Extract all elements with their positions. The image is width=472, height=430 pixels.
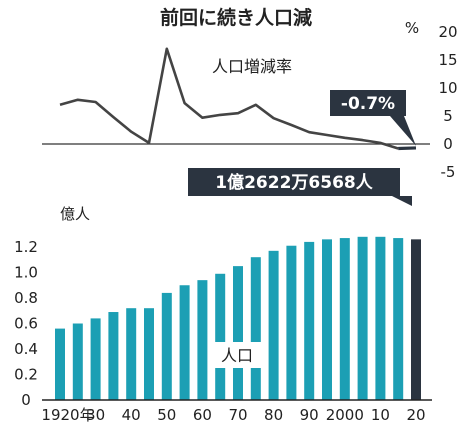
growth-rate-latest-segment bbox=[398, 146, 417, 151]
line-y-tick: 10 bbox=[438, 79, 457, 97]
bar-x-tick: 90 bbox=[300, 406, 319, 424]
rate-callout: -0.7% bbox=[330, 90, 416, 146]
line-series-label: 人口増減率 bbox=[212, 57, 292, 76]
population-bar bbox=[357, 236, 368, 400]
bar-x-tick: 60 bbox=[193, 406, 212, 424]
population-bar bbox=[108, 312, 119, 400]
population-callout-pointer bbox=[392, 196, 412, 206]
line-y-tick: 0 bbox=[443, 135, 453, 153]
population-callout: 1億2622万6568人 bbox=[188, 168, 412, 206]
rate-callout-pointer bbox=[390, 116, 416, 146]
population-bar bbox=[197, 280, 208, 400]
bar-x-tick: 80 bbox=[264, 406, 283, 424]
line-y-tick: -5 bbox=[441, 163, 456, 181]
bar-x-tick: 20 bbox=[406, 406, 425, 424]
bar-series-label-bg bbox=[213, 342, 261, 368]
population-bar bbox=[72, 323, 83, 400]
bar-series-label-group: 人口 bbox=[213, 342, 261, 368]
rate-callout-box bbox=[330, 90, 406, 116]
population-bar bbox=[90, 318, 101, 400]
bar-y-tick: 1.0 bbox=[14, 264, 38, 282]
chart-title: 前回に続き人口減 bbox=[160, 6, 312, 29]
line-y-tick: 15 bbox=[438, 51, 457, 69]
bar-y-tick: 0 bbox=[21, 391, 31, 409]
population-bar bbox=[286, 245, 297, 400]
bar-x-tick: 1920年 bbox=[41, 406, 94, 424]
bar-x-tick: 70 bbox=[228, 406, 247, 424]
bar-x-tick: 30 bbox=[86, 406, 105, 424]
line-y-tick: 20 bbox=[438, 23, 457, 41]
population-bar bbox=[375, 236, 386, 400]
population-bar bbox=[304, 241, 315, 400]
bar-y-tick: 0.4 bbox=[14, 340, 38, 358]
population-bar bbox=[322, 239, 332, 400]
bar-x-tick: 10 bbox=[371, 406, 390, 424]
population-bar bbox=[250, 257, 261, 400]
population-bar-latest bbox=[411, 239, 421, 400]
bar-series-label: 人口 bbox=[221, 346, 253, 365]
population-bar bbox=[126, 308, 137, 400]
bar-x-tick: 2000 bbox=[326, 406, 364, 424]
population-bar bbox=[268, 250, 279, 400]
population-bar bbox=[393, 238, 404, 400]
bar-y-tick: 0.2 bbox=[14, 366, 38, 384]
population-bar bbox=[144, 308, 154, 400]
growth-rate-line bbox=[59, 47, 399, 150]
line-y-tick: 5 bbox=[443, 107, 453, 125]
population-bar bbox=[55, 328, 65, 400]
bar-x-tick: 40 bbox=[122, 406, 141, 424]
population-bar bbox=[161, 292, 172, 400]
percent-unit-label: % bbox=[405, 19, 419, 37]
population-bars bbox=[55, 236, 421, 400]
population-bar bbox=[233, 266, 243, 400]
rate-callout-text: -0.7% bbox=[341, 94, 395, 114]
bar-y-ticks: 1.2 1.0 0.8 0.6 0.4 0.2 0 bbox=[14, 238, 38, 409]
population-callout-text: 1億2622万6568人 bbox=[215, 172, 373, 193]
bar-y-tick: 0.6 bbox=[14, 315, 38, 333]
population-callout-box bbox=[188, 168, 400, 196]
bar-y-tick: 0.8 bbox=[14, 289, 38, 307]
population-bar bbox=[179, 285, 190, 400]
population-bar bbox=[339, 238, 350, 400]
bar-x-tick: 50 bbox=[157, 406, 176, 424]
bar-y-tick: 1.2 bbox=[14, 238, 38, 256]
line-panel: % 人口増減率 20 15 10 5 0 -5 -0.7% bbox=[42, 19, 458, 181]
population-unit-label: 億人 bbox=[60, 205, 90, 223]
population-bar bbox=[215, 273, 226, 400]
line-y-ticks: 20 15 10 5 0 -5 bbox=[438, 23, 457, 181]
